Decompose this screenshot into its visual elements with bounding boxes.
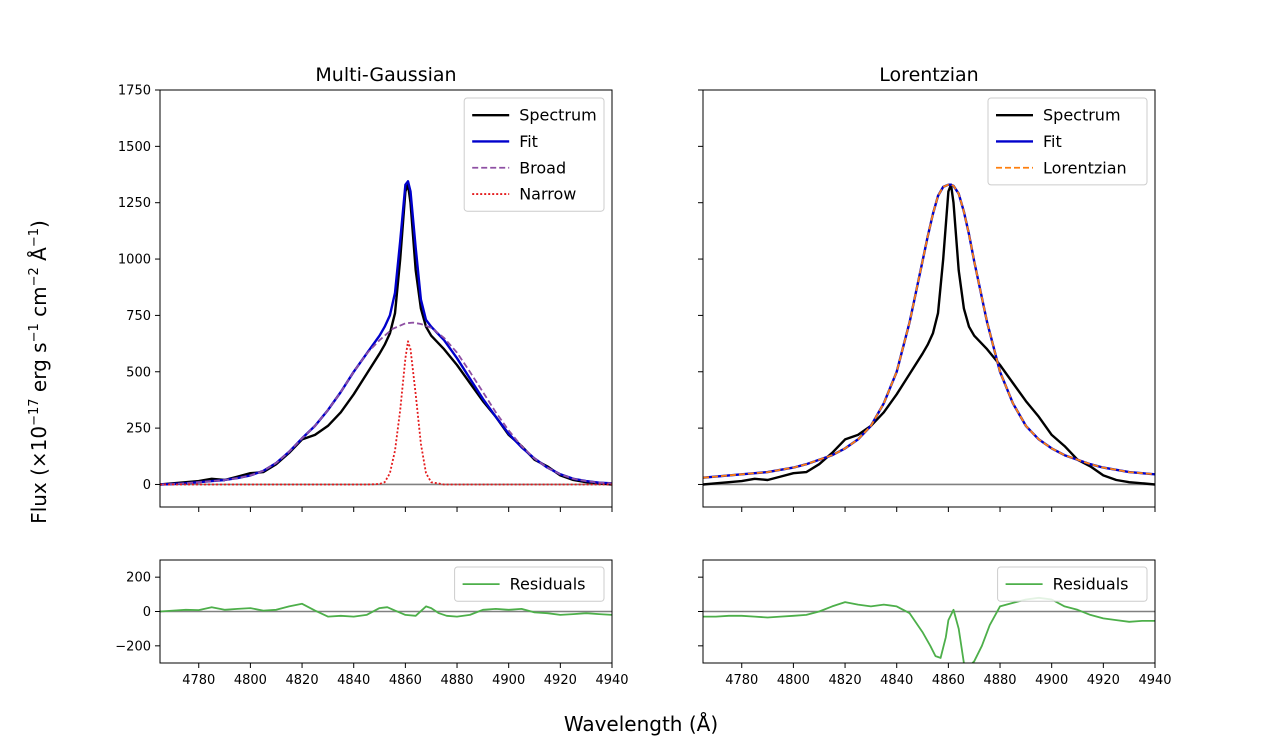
left-main-ytick-label: 1250 <box>118 196 151 211</box>
left-legend-label-fit: Fit <box>519 132 538 151</box>
left-series-narrow <box>160 340 612 486</box>
left-residual-xtick-label: 4840 <box>337 673 370 688</box>
left-residual-ytick-label: −200 <box>115 639 151 654</box>
y-label-mid1: erg s <box>27 342 51 398</box>
right-series-residuals <box>703 596 1155 663</box>
left-main-ytick-label: 750 <box>126 309 151 324</box>
left-residual-xtick-label: 4900 <box>492 673 525 688</box>
left-series-broad <box>160 321 612 486</box>
right-residual-xtick-label: 4840 <box>880 673 913 688</box>
right-res-legend-label-residuals: Residuals <box>1053 575 1129 594</box>
left-legend-label-spectrum: Spectrum <box>519 106 597 125</box>
left-res-legend-label-residuals: Residuals <box>510 575 586 594</box>
right-residual-xtick-label: 4860 <box>932 673 965 688</box>
right-residual-legend: Residuals <box>997 566 1148 602</box>
right-residual-plot-area <box>703 596 1155 663</box>
left-main-axes: 0 250 500 750 1000 1250 1500 1750 <box>118 84 613 512</box>
right-main-frame <box>702 89 1156 508</box>
right-residual-axes: 4780 4800 4820 4840 4860 4880 4900 4920 4940 <box>698 576 1172 688</box>
left-legend: Spectrum Fit Broad Narrow <box>463 97 605 212</box>
y-label-mid2: cm <box>27 286 51 323</box>
right-main-plot-area <box>703 183 1155 486</box>
left-main-plot-area <box>160 180 612 486</box>
right-series-spectrum <box>703 183 1155 486</box>
y-label-mid3: Å <box>27 247 51 267</box>
right-legend-label-lorentzian: Lorentzian <box>1043 158 1127 177</box>
left-main-ytick-label: 500 <box>126 365 151 380</box>
left-residual-xtick-label: 4860 <box>389 673 422 688</box>
right-legend-label-spectrum: Spectrum <box>1043 106 1121 125</box>
left-residual-xtick-label: 4880 <box>440 673 473 688</box>
panel-lorentzian: Lorentzian Spectrum Fit Lorentzian <box>698 64 1156 512</box>
left-legend-box <box>463 97 605 212</box>
left-residual-ytick-label: 0 <box>143 605 151 620</box>
right-residual-xtick-label: 4920 <box>1087 673 1120 688</box>
left-main-ytick-label: 1750 <box>118 84 151 99</box>
left-residual-xtick-label: 4920 <box>544 673 577 688</box>
left-residual-xtick-label: 4780 <box>182 673 215 688</box>
right-res-legend-box <box>997 566 1148 602</box>
left-series-residuals <box>160 602 612 618</box>
left-panel-title: Multi-Gaussian <box>315 64 456 86</box>
right-main-axes <box>698 89 1156 512</box>
right-legend-box <box>987 97 1148 186</box>
left-residual-xtick-label: 4820 <box>286 673 319 688</box>
left-main-ytick-label: 1500 <box>118 140 151 155</box>
y-label-suffix: ) <box>27 220 51 228</box>
left-residual-xtick-label: 4940 <box>595 673 628 688</box>
y-label-prefix: Flux (×10 <box>27 426 51 524</box>
right-legend-label-fit: Fit <box>1043 132 1062 151</box>
y-label-exp3: −2 <box>27 267 42 286</box>
left-legend-label-narrow: Narrow <box>519 185 576 204</box>
left-residual-axes: 4780 4800 4820 4840 4860 4880 4900 4920 4940 −200… <box>115 571 628 688</box>
y-axis-label: Flux (×10−17 erg s−1 cm−2 Å−1) <box>27 220 51 524</box>
y-label-exp2: −1 <box>27 323 42 342</box>
right-legend: Spectrum Fit Lorentzian <box>987 97 1148 186</box>
left-main-frame <box>159 89 613 508</box>
panel-multi-gaussian-residuals: 4780 4800 4820 4840 4860 4880 4900 4920 4940 −200… <box>115 559 629 688</box>
x-axis-label: Wavelength (Å) <box>564 712 718 736</box>
right-panel-title: Lorentzian <box>879 64 978 86</box>
left-main-ytick-label: 1000 <box>118 253 151 268</box>
right-series-lorentzian <box>703 183 1155 479</box>
left-main-ytick-label: 250 <box>126 422 151 437</box>
right-residual-xtick-label: 4800 <box>777 673 810 688</box>
left-series-fit <box>160 180 612 486</box>
right-residual-xtick-label: 4880 <box>983 673 1016 688</box>
left-residual-legend: Residuals <box>454 566 605 602</box>
y-label-exp4: −1 <box>27 228 42 247</box>
left-res-legend-box <box>454 566 605 602</box>
right-residual-xtick-label: 4900 <box>1035 673 1068 688</box>
right-residual-xtick-label: 4940 <box>1138 673 1171 688</box>
y-label-exp1: −17 <box>27 398 42 425</box>
left-legend-label-broad: Broad <box>519 158 566 177</box>
left-residual-plot-area <box>160 602 612 618</box>
panel-multi-gaussian: 0 250 500 750 1000 1250 1500 1750 Multi-Gaussia… <box>118 64 613 512</box>
right-residual-xtick-label: 4780 <box>725 673 758 688</box>
left-residual-ytick-label: 200 <box>126 571 151 586</box>
left-main-ytick-label: 0 <box>143 478 151 493</box>
left-residual-xtick-label: 4800 <box>234 673 267 688</box>
panel-lorentzian-residuals: 4780 4800 4820 4840 4860 4880 4900 4920 4940 Res… <box>698 559 1172 688</box>
right-residual-xtick-label: 4820 <box>829 673 862 688</box>
